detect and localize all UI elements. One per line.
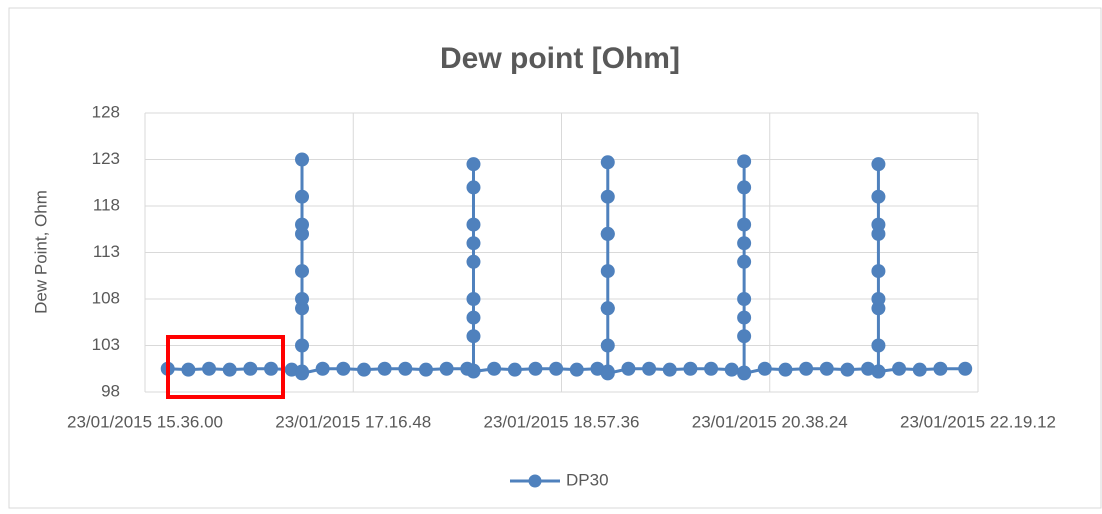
marker [871, 264, 886, 279]
legend-label: DP30 [566, 470, 609, 489]
marker [295, 338, 310, 353]
marker [243, 361, 258, 376]
x-tick-label: 23/01/2015 15.36.00 [67, 412, 223, 431]
marker [418, 362, 433, 377]
marker [202, 361, 217, 376]
marker [819, 361, 834, 376]
marker [737, 329, 752, 344]
marker [892, 361, 907, 376]
marker [737, 366, 752, 381]
marker [439, 361, 454, 376]
marker [295, 152, 310, 167]
marker [737, 217, 752, 232]
marker [507, 362, 522, 377]
marker [778, 362, 793, 377]
marker [600, 264, 615, 279]
marker [871, 292, 886, 306]
marker [600, 366, 615, 381]
marker [466, 180, 481, 195]
marker [466, 292, 481, 306]
marker [377, 361, 392, 376]
marker [600, 338, 615, 353]
y-tick-label: 113 [93, 242, 120, 261]
marker [871, 217, 886, 232]
marker [662, 362, 677, 377]
marker [871, 364, 886, 379]
marker [466, 329, 481, 344]
marker [315, 361, 330, 376]
marker [737, 310, 752, 325]
y-tick-label: 128 [92, 102, 120, 121]
marker [704, 361, 719, 376]
x-tick-label: 23/01/2015 22.19.12 [900, 412, 1056, 431]
marker [549, 361, 564, 376]
y-tick-label: 103 [92, 335, 120, 354]
marker [737, 292, 752, 306]
marker [871, 157, 886, 172]
marker [840, 362, 855, 377]
marker [799, 361, 814, 376]
marker [181, 362, 196, 377]
marker [569, 362, 584, 377]
marker [912, 362, 927, 377]
x-tick-label: 23/01/2015 17.16.48 [275, 412, 431, 431]
y-axis-label: Dew Point, Ohm [31, 190, 50, 314]
marker [295, 189, 310, 204]
marker [466, 236, 481, 251]
marker [621, 361, 636, 376]
marker [356, 362, 371, 377]
marker [600, 155, 615, 170]
y-tick-label: 98 [101, 381, 120, 400]
marker [398, 361, 413, 376]
marker [466, 364, 481, 379]
legend-marker [528, 474, 542, 488]
marker [683, 361, 698, 376]
marker [737, 180, 752, 195]
marker [466, 310, 481, 325]
marker [642, 361, 657, 376]
marker [933, 361, 948, 376]
marker [737, 254, 752, 269]
marker [600, 226, 615, 241]
y-tick-label: 123 [92, 149, 120, 168]
highlight-box [166, 335, 285, 399]
marker [466, 254, 481, 269]
chart-frame [8, 7, 1102, 509]
marker [600, 301, 615, 316]
marker [264, 361, 279, 376]
marker [487, 361, 502, 376]
marker [958, 361, 973, 376]
x-tick-label: 23/01/2015 18.57.36 [484, 412, 640, 431]
marker [295, 292, 310, 306]
y-tick-label: 118 [93, 195, 120, 214]
marker [295, 217, 310, 232]
marker [466, 157, 481, 172]
marker [737, 154, 752, 169]
y-tick-label: 108 [92, 288, 120, 307]
marker [528, 361, 543, 376]
marker [757, 361, 772, 376]
marker [871, 338, 886, 353]
marker [724, 362, 739, 377]
x-tick-label: 23/01/2015 20.38.24 [692, 412, 848, 431]
marker [466, 217, 481, 232]
chart-title: Dew point [Ohm] [440, 42, 680, 75]
marker [222, 362, 237, 377]
marker [295, 366, 310, 381]
marker [336, 361, 351, 376]
marker [600, 189, 615, 204]
marker [737, 236, 752, 251]
marker [871, 189, 886, 204]
marker [295, 264, 310, 279]
